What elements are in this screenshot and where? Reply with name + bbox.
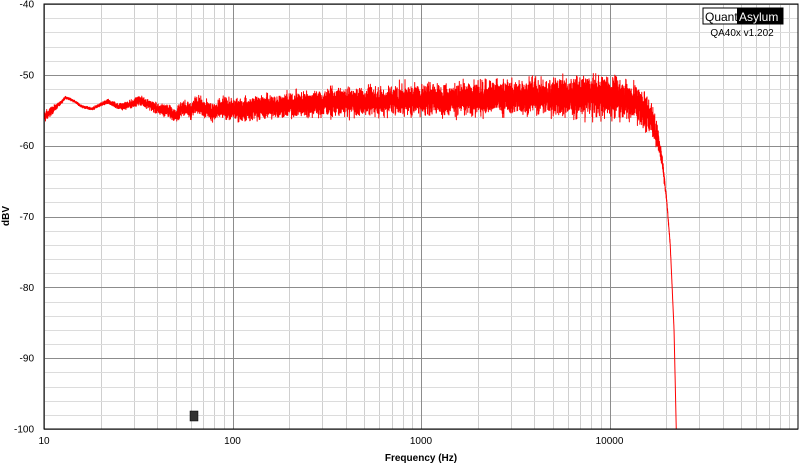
x-tick-label: 10000: [596, 436, 624, 447]
version-label: QA40x v1.202: [710, 28, 774, 39]
logo-asylum-text: Asylum: [739, 10, 778, 24]
x-axis-title: Frequency (Hz): [385, 453, 457, 464]
y-tick-label: -100: [14, 425, 34, 436]
y-axis-title: dBV: [1, 206, 12, 226]
x-tick-label: 1000: [410, 436, 433, 447]
quantasylum-logo: Quant Asylum: [702, 7, 784, 25]
y-tick-label: -70: [20, 212, 35, 223]
cursor-marker[interactable]: [189, 410, 199, 422]
y-tick-label: -90: [20, 354, 35, 365]
logo-quant-text: Quant: [705, 10, 738, 24]
x-tick-label: 100: [224, 436, 241, 447]
y-tick-label: -40: [20, 0, 35, 11]
y-tick-label: -60: [20, 141, 35, 152]
spectrum-trace: [43, 73, 677, 430]
y-axis-ticks: -40 -50 -60 -70 -80 -90 -100: [14, 0, 34, 436]
y-tick-label: -80: [20, 283, 35, 294]
logo-dark-block: [737, 8, 783, 24]
x-tick-label: 10: [38, 436, 50, 447]
x-axis-ticks: 10 100 1000 10000: [38, 436, 623, 447]
y-tick-label: -50: [20, 70, 35, 81]
plot-frame: [43, 3, 799, 430]
